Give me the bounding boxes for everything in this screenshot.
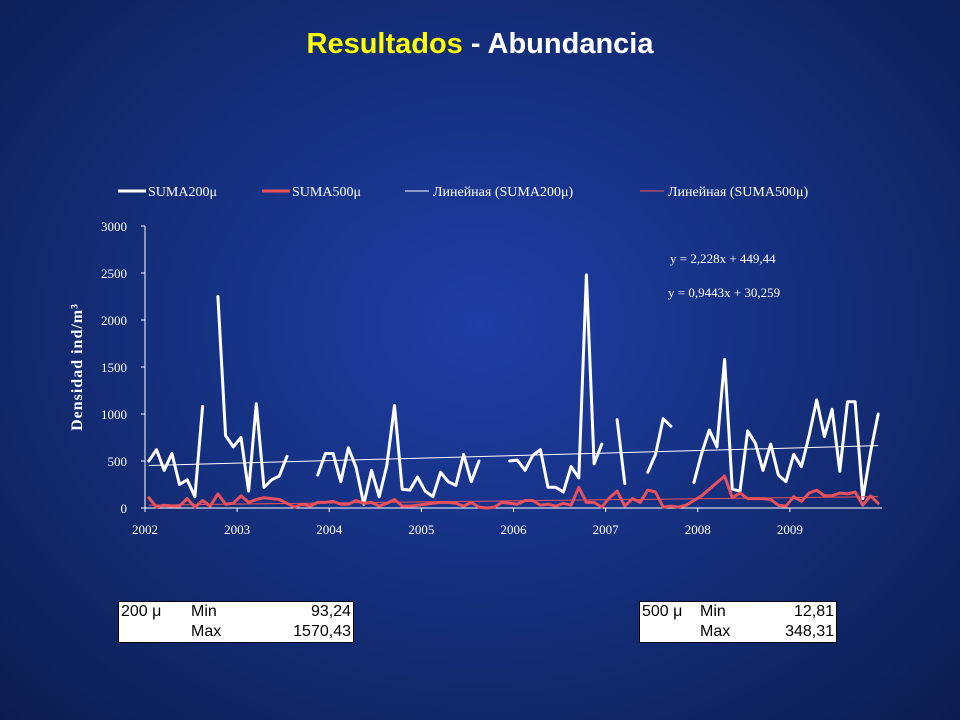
page-title: Resultados - Abundancia (0, 28, 960, 61)
legend-trend200-label: Линейная (SUMA200μ) (433, 185, 573, 200)
stats-500-max-value: 348,31 (785, 623, 834, 640)
stats-200-min-value: 93,24 (310, 603, 351, 620)
title-part1: Resultados (306, 28, 463, 60)
trendline-suma500 (148, 496, 879, 506)
y-tick-label: 2500 (101, 266, 127, 281)
stats-200-label: 200 μ (121, 603, 162, 620)
stats-table-200: 200 μ Min 93,24 Max 1570,43 (118, 601, 354, 643)
x-tick-label: 2003 (224, 522, 250, 537)
stats-500-max-label: Max (700, 623, 731, 640)
y-tick-label: 2000 (101, 313, 127, 328)
y-tick-label: 1000 (101, 407, 127, 422)
legend-suma500-label: SUMA500μ (292, 185, 361, 200)
x-tick-label: 2007 (593, 522, 620, 537)
x-tick-label: 2004 (316, 522, 343, 537)
x-tick-label: 2006 (501, 522, 528, 537)
x-tick-label: 2009 (777, 522, 803, 537)
title-part2: - Abundancia (462, 28, 654, 60)
stats-table-500: 500 μ Min 12,81 Max 348,31 (639, 601, 837, 643)
stats-200-max-label: Max (191, 623, 222, 640)
y-tick-label: 1500 (101, 360, 127, 375)
y-tick-label: 500 (108, 454, 128, 469)
y-tick-label: 3000 (101, 219, 127, 234)
x-tick-label: 2002 (132, 522, 158, 537)
trend-equation-200: y = 2,228x + 449,44 (670, 251, 776, 266)
legend-trend500-label: Линейная (SUMA500μ) (668, 185, 808, 200)
x-tick-label: 2008 (685, 522, 711, 537)
stats-200-min-label: Min (191, 603, 217, 620)
series-line-suma200 (147, 273, 880, 506)
y-axis-label: Densidad ind/m³ (69, 303, 86, 431)
legend-suma200-label: SUMA200μ (148, 185, 217, 200)
stats-500-min-value: 12,81 (793, 603, 834, 620)
x-tick-label: 2005 (408, 522, 434, 537)
trend-equation-500: y = 0,9443x + 30,259 (668, 285, 780, 300)
trendline-suma200 (148, 445, 879, 467)
stats-500-label: 500 μ (642, 603, 683, 620)
stats-200-max-value: 1570,43 (293, 623, 351, 640)
stats-500-min-label: Min (700, 603, 726, 620)
series-line-suma500 (147, 474, 880, 510)
y-tick-label: 0 (121, 501, 128, 516)
